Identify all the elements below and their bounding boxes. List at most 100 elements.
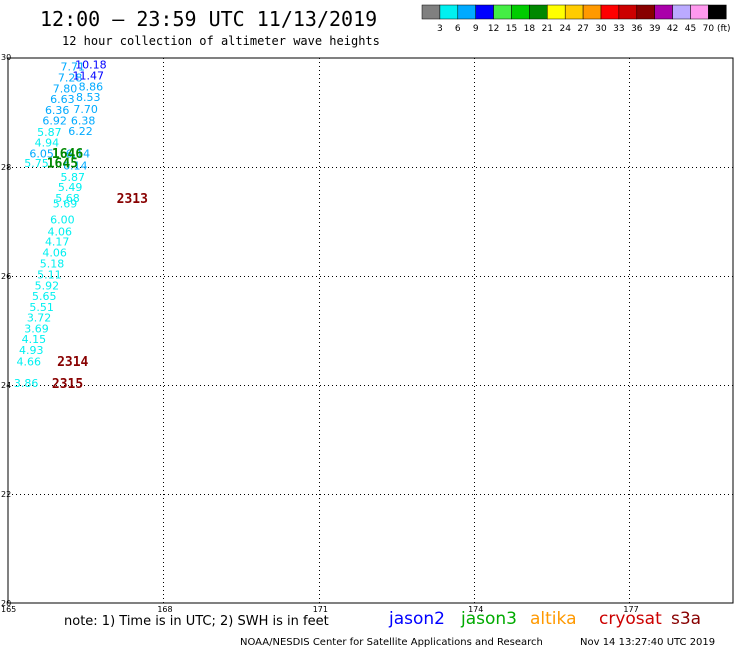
wave-height-label: 5.18 [40,257,65,270]
wave-height-label: 6.05 [29,147,54,160]
x-tick-label: 177 [623,605,638,614]
legend-label: 6 [455,24,461,34]
x-tick-label: 165 [1,605,16,614]
x-tick-label: 171 [313,605,328,614]
x-tick-label: 168 [157,605,172,614]
legend-label: 30 [595,24,607,34]
legend-label: 15 [506,24,517,34]
wave-height-label: 4.93 [19,344,44,357]
wave-height-label: 5.11 [37,268,62,281]
wave-height-label: 6.14 [63,159,88,172]
wave-height-label: 7.28 [58,72,83,85]
pass-time-label: 2315 [52,377,83,392]
legend-label: 9 [473,24,479,34]
legend-swatch [457,4,476,20]
wave-height-label: 3.86 [14,377,39,390]
wave-height-label: 4.66 [16,356,41,369]
wave-height-label: 6.36 [45,104,70,117]
legend-label: 33 [613,24,624,34]
legend-swatch [600,4,620,20]
legend-label: 36 [631,24,643,34]
wave-height-label: 6.38 [71,115,96,128]
wave-height-label: 8.53 [76,91,101,104]
legend-label: 45 [685,24,696,34]
wave-height-label: 3.72 [27,311,52,324]
legend-label: 42 [667,24,678,34]
pass-time-label: 1646 [52,147,83,162]
legend-unit: (ft) [717,24,731,34]
legend-swatch [636,4,655,20]
x-tick-label: 174 [468,605,483,614]
legend-swatch [564,4,584,20]
legend-swatch [582,4,602,20]
wave-height-label: 5.92 [35,279,60,292]
legend-swatch [618,4,638,20]
wave-height-label: 6.92 [42,115,67,128]
legend-swatch [493,4,512,20]
legend-swatch [511,4,530,20]
wave-height-label: 6.00 [50,213,75,226]
y-tick-label: 24 [1,381,11,390]
legend-swatch [690,4,709,20]
legend-label: 12 [488,24,499,34]
wave-height-label: 5.87 [60,171,85,184]
wave-height-label: 4.06 [48,225,73,238]
satellite-jason3: jason3 [460,609,517,629]
grid-lines [7,57,734,604]
y-tick-label: 30 [1,53,11,62]
legend-label: 18 [524,24,536,34]
legend-swatch [654,4,673,20]
wave-height-label: 10.18 [75,59,107,72]
legend-swatch [529,4,548,20]
satellite-cryosat: cryosat [599,609,662,629]
wave-height-label: 7.71 [60,61,85,74]
legend-swatch [421,4,441,20]
wave-height-label: 5.49 [58,181,83,194]
pass-time-label: 2313 [117,192,148,207]
wave-height-label: 8.86 [79,80,104,93]
pass-time-label: 1645 [47,157,78,172]
satellite-legend: jason2 jason3 altika cryosat s3a [388,609,701,629]
legend-swatch [547,4,566,20]
wave-height-label: 6.63 [50,93,75,106]
legend-swatch [439,4,459,20]
wave-height-label: 4.06 [42,247,67,260]
legend-label: 24 [559,24,571,34]
footer-credit: NOAA/NESDIS Center for Satellite Applica… [240,637,543,648]
y-tick-label: 26 [1,272,11,281]
satellite-jason2: jason2 [388,609,445,629]
satellite-altika: altika [530,609,577,629]
wave-height-label: 7.80 [53,83,78,96]
satellite-s3a: s3a [671,609,701,629]
pass-time-label: 2314 [57,355,88,370]
wave-height-points: 7.717.287.806.636.366.925.874.946.055.75… [14,59,107,390]
wave-height-label: 5.68 [55,192,80,205]
legend-label: 21 [542,24,553,34]
wave-height-label: 5.69 [53,198,78,211]
legend-label: 3 [437,24,443,34]
chart-subtitle: 12 hour collection of altimeter wave hei… [62,34,380,48]
footer-note: note: 1) Time is in UTC; 2) SWH is in fe… [64,614,329,629]
legend-label: 39 [649,24,661,34]
legend-label: 70 [703,24,715,34]
wave-height-label: 5.65 [32,290,57,303]
wave-height-label: 4.15 [22,333,47,346]
wave-height-label: 4.17 [45,236,70,249]
legend-swatch [475,4,494,20]
y-tick-label: 28 [1,163,11,172]
y-tick-label: 22 [1,490,11,499]
axis-tick-labels: 165 168 171 174 177 20 22 24 26 28 30 [1,53,639,614]
footer-timestamp: Nov 14 13:27:40 UTC 2019 [580,637,715,648]
plot-frame [7,57,734,604]
wave-height-label: 5.87 [37,126,62,139]
wave-height-label: 4.94 [35,136,60,149]
legend-swatch [708,4,727,20]
wave-height-label: 11.47 [73,69,105,82]
legend-swatch [672,4,691,20]
legend-label: 27 [577,24,588,34]
wave-height-label: 3.69 [24,322,49,335]
wave-height-label: 5.75 [24,157,49,170]
wave-height-label: 5.51 [29,301,54,314]
